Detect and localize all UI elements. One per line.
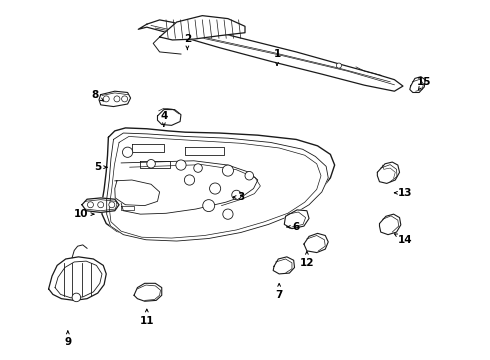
Circle shape: [210, 183, 220, 194]
Polygon shape: [160, 15, 245, 40]
Circle shape: [245, 171, 253, 180]
Circle shape: [336, 63, 342, 68]
Text: 11: 11: [140, 309, 154, 326]
Polygon shape: [304, 233, 328, 253]
Polygon shape: [134, 283, 162, 301]
Circle shape: [232, 190, 241, 200]
Polygon shape: [141, 161, 171, 168]
Text: 3: 3: [233, 192, 245, 202]
Text: 9: 9: [64, 331, 72, 347]
Text: 12: 12: [300, 252, 314, 268]
Text: 5: 5: [94, 162, 107, 172]
Polygon shape: [157, 109, 181, 125]
Circle shape: [122, 96, 127, 102]
Circle shape: [98, 202, 104, 208]
Polygon shape: [410, 77, 425, 93]
Polygon shape: [132, 144, 164, 152]
Circle shape: [109, 202, 115, 208]
Polygon shape: [379, 214, 401, 235]
Circle shape: [184, 175, 195, 185]
Text: 2: 2: [184, 34, 191, 50]
Polygon shape: [49, 257, 106, 300]
Circle shape: [122, 147, 133, 157]
Text: 7: 7: [275, 284, 283, 300]
Circle shape: [147, 159, 155, 168]
Circle shape: [114, 96, 120, 102]
Text: 6: 6: [287, 222, 300, 232]
Polygon shape: [121, 206, 134, 210]
Circle shape: [203, 200, 215, 212]
Text: 14: 14: [394, 234, 413, 245]
Polygon shape: [185, 147, 223, 155]
Polygon shape: [138, 20, 403, 91]
Circle shape: [223, 209, 233, 219]
Text: 10: 10: [74, 209, 94, 219]
Polygon shape: [284, 210, 309, 229]
Circle shape: [72, 293, 81, 302]
Circle shape: [194, 164, 202, 172]
Circle shape: [103, 96, 109, 102]
Polygon shape: [55, 261, 102, 298]
Text: 8: 8: [91, 90, 103, 101]
Text: 15: 15: [417, 77, 432, 90]
Text: 1: 1: [273, 49, 281, 65]
Polygon shape: [377, 162, 399, 183]
Circle shape: [88, 202, 94, 208]
Polygon shape: [109, 136, 321, 238]
Polygon shape: [273, 257, 294, 274]
Polygon shape: [102, 128, 335, 239]
Circle shape: [222, 165, 233, 176]
Polygon shape: [107, 133, 328, 241]
Polygon shape: [82, 198, 119, 212]
Polygon shape: [232, 161, 322, 198]
Polygon shape: [99, 91, 131, 107]
Text: 13: 13: [394, 188, 413, 198]
Circle shape: [176, 160, 186, 170]
Text: 4: 4: [160, 111, 168, 126]
